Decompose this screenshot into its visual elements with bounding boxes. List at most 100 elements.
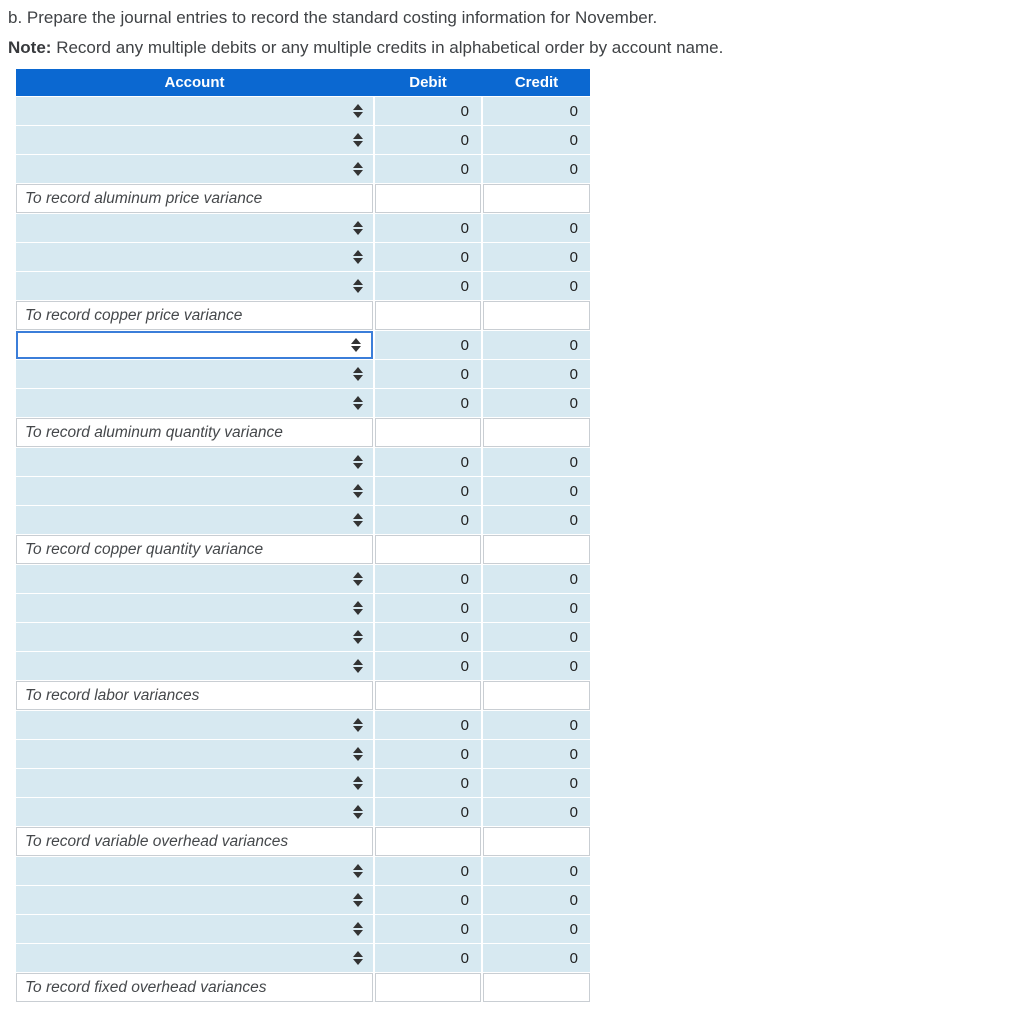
arrow-down-icon	[353, 901, 363, 907]
debit-input[interactable]: 0	[375, 272, 481, 300]
credit-input[interactable]: 0	[483, 857, 590, 885]
arrow-up-icon	[353, 659, 363, 665]
debit-input[interactable]: 0	[375, 740, 481, 768]
debit-input[interactable]: 0	[375, 97, 481, 125]
credit-input[interactable]: 0	[483, 448, 590, 476]
debit-input[interactable]: 0	[375, 798, 481, 826]
credit-input[interactable]: 0	[483, 769, 590, 797]
credit-input[interactable]: 0	[483, 243, 590, 271]
arrow-up-icon	[353, 455, 363, 461]
credit-input[interactable]: 0	[483, 272, 590, 300]
credit-input[interactable]: 0	[483, 886, 590, 914]
debit-input[interactable]: 0	[375, 652, 481, 680]
debit-input[interactable]: 0	[375, 360, 481, 388]
debit-input[interactable]: 0	[375, 769, 481, 797]
debit-input[interactable]: 0	[375, 915, 481, 943]
credit-input[interactable]: 0	[483, 623, 590, 651]
credit-input[interactable]: 0	[483, 711, 590, 739]
account-select[interactable]	[16, 944, 373, 972]
dropdown-arrows-icon	[353, 396, 363, 410]
arrow-up-icon	[353, 864, 363, 870]
account-select[interactable]	[16, 915, 373, 943]
credit-input[interactable]: 0	[483, 360, 590, 388]
arrow-down-icon	[353, 667, 363, 673]
account-select[interactable]	[16, 97, 373, 125]
account-select[interactable]	[16, 652, 373, 680]
account-select[interactable]	[16, 798, 373, 826]
account-select[interactable]	[16, 360, 373, 388]
note-text: Record any multiple debits or any multip…	[56, 38, 724, 57]
dropdown-arrows-icon	[353, 572, 363, 586]
debit-input[interactable]: 0	[375, 448, 481, 476]
credit-input[interactable]: 0	[483, 506, 590, 534]
credit-input[interactable]: 0	[483, 944, 590, 972]
debit-input[interactable]: 0	[375, 155, 481, 183]
account-select[interactable]	[16, 155, 373, 183]
account-select[interactable]	[16, 565, 373, 593]
debit-input[interactable]: 0	[375, 886, 481, 914]
credit-input[interactable]: 0	[483, 97, 590, 125]
arrow-down-icon	[353, 170, 363, 176]
credit-input[interactable]: 0	[483, 477, 590, 505]
account-select[interactable]	[16, 214, 373, 242]
dropdown-arrows-icon	[353, 951, 363, 965]
credit-input[interactable]: 0	[483, 594, 590, 622]
account-select[interactable]	[16, 594, 373, 622]
credit-input[interactable]: 0	[483, 740, 590, 768]
account-select[interactable]	[16, 331, 373, 359]
account-select[interactable]	[16, 448, 373, 476]
debit-input[interactable]: 0	[375, 477, 481, 505]
debit-input[interactable]: 0	[375, 711, 481, 739]
arrow-up-icon	[353, 396, 363, 402]
header-credit: Credit	[514, 74, 559, 91]
debit-input[interactable]: 0	[375, 565, 481, 593]
credit-input[interactable]: 0	[483, 565, 590, 593]
arrow-down-icon	[353, 755, 363, 761]
credit-input[interactable]: 0	[483, 652, 590, 680]
memo-credit-cell	[483, 681, 590, 710]
account-select[interactable]	[16, 272, 373, 300]
account-select[interactable]	[16, 389, 373, 417]
account-select[interactable]	[16, 243, 373, 271]
debit-input[interactable]: 0	[375, 506, 481, 534]
dropdown-arrows-icon	[353, 162, 363, 176]
debit-input[interactable]: 0	[375, 389, 481, 417]
account-select[interactable]	[16, 740, 373, 768]
credit-input[interactable]: 0	[483, 214, 590, 242]
account-select[interactable]	[16, 126, 373, 154]
account-select[interactable]	[16, 477, 373, 505]
debit-input[interactable]: 0	[375, 331, 481, 359]
instruction-text: b. Prepare the journal entries to record…	[8, 8, 658, 27]
credit-input[interactable]: 0	[483, 389, 590, 417]
account-select[interactable]	[16, 711, 373, 739]
account-select[interactable]	[16, 506, 373, 534]
arrow-up-icon	[353, 133, 363, 139]
credit-input[interactable]: 0	[483, 798, 590, 826]
debit-input[interactable]: 0	[375, 214, 481, 242]
memo-debit-cell	[375, 535, 481, 564]
debit-input[interactable]: 0	[375, 126, 481, 154]
arrow-down-icon	[353, 141, 363, 147]
credit-input[interactable]: 0	[483, 155, 590, 183]
credit-input[interactable]: 0	[483, 126, 590, 154]
account-select[interactable]	[16, 857, 373, 885]
debit-input[interactable]: 0	[375, 243, 481, 271]
credit-input[interactable]: 0	[483, 331, 590, 359]
account-select[interactable]	[16, 769, 373, 797]
account-select[interactable]	[16, 886, 373, 914]
debit-input[interactable]: 0	[375, 944, 481, 972]
debit-input[interactable]: 0	[375, 857, 481, 885]
arrow-up-icon	[353, 513, 363, 519]
dropdown-arrows-icon	[353, 104, 363, 118]
account-select[interactable]	[16, 623, 373, 651]
debit-input[interactable]: 0	[375, 623, 481, 651]
credit-input[interactable]: 0	[483, 915, 590, 943]
memo-debit-cell	[375, 301, 481, 330]
debit-input[interactable]: 0	[375, 594, 481, 622]
